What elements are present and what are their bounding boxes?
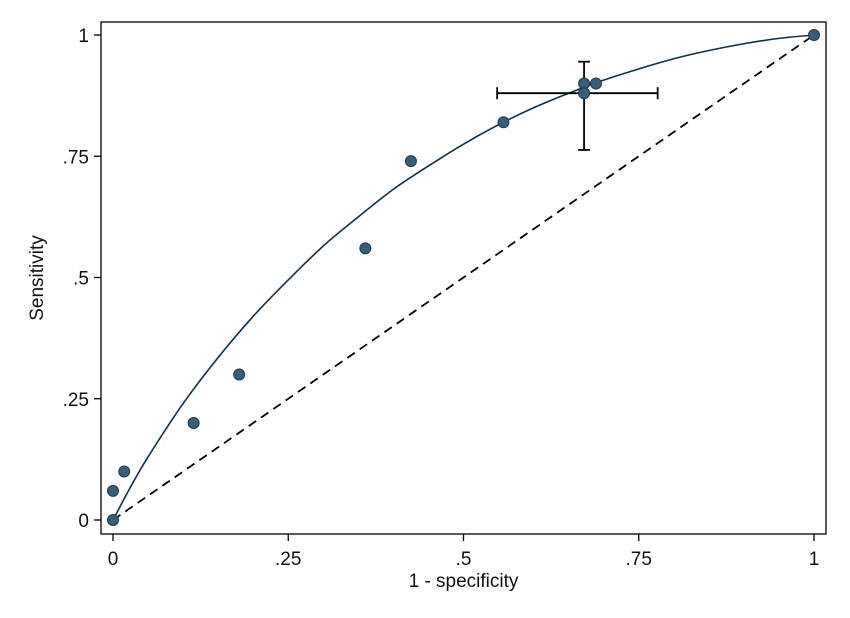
reference-line-group <box>112 34 815 521</box>
y-tick-label: .25 <box>63 390 89 411</box>
data-point <box>589 77 602 90</box>
x-tick-label: .75 <box>626 549 652 570</box>
reference-diagonal-line <box>112 34 815 521</box>
x-tick-label: .25 <box>275 549 301 570</box>
data-point <box>187 417 200 429</box>
data-point <box>107 484 119 497</box>
data-point <box>808 29 820 41</box>
data-point <box>497 116 510 129</box>
data-point <box>118 465 131 478</box>
y-tick-label: 1 <box>78 26 89 47</box>
data-point <box>233 368 246 381</box>
x-tick-label: 1 <box>809 549 820 570</box>
x-tick-label: 0 <box>108 549 119 570</box>
x-tick-label: .5 <box>456 549 472 570</box>
data-point <box>359 242 372 255</box>
axes: 0 .25 .5 .75 1 0 .25 .5 .75 1 <box>63 26 820 570</box>
points-group <box>107 29 820 526</box>
data-point <box>107 514 119 526</box>
x-axis-title: 1 - specificity <box>409 571 519 592</box>
data-point <box>578 87 591 100</box>
error-bars-group <box>496 60 659 151</box>
y-axis-title: Sensitivity <box>27 235 48 321</box>
y-tick-label: .75 <box>63 147 89 168</box>
y-tick-label: 0 <box>78 511 89 532</box>
y-tick-label: .5 <box>73 269 89 290</box>
data-point <box>404 155 417 168</box>
fitted-curve-group <box>112 34 815 521</box>
fitted-sroc-curve <box>112 34 815 521</box>
